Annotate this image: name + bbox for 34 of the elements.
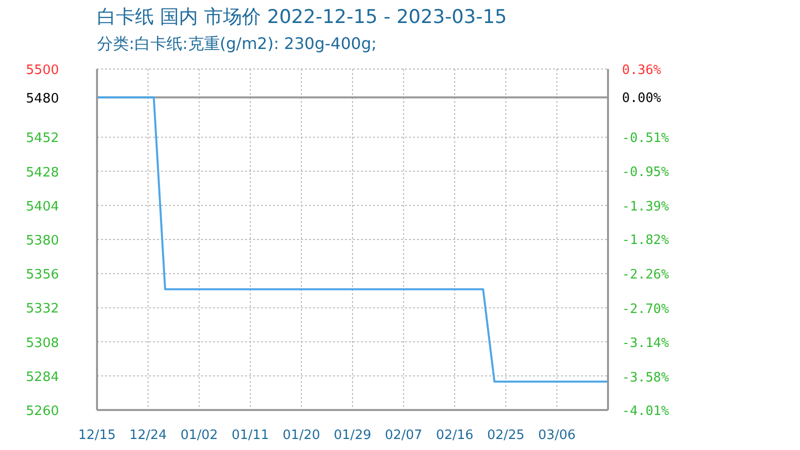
x-tick-label: 03/06 bbox=[538, 428, 576, 444]
y2-tick-label: -1.39% bbox=[622, 200, 670, 215]
x-tick-label: 02/07 bbox=[384, 428, 422, 444]
y-tick-label: 5260 bbox=[26, 404, 59, 419]
x-tick-label: 01/11 bbox=[232, 428, 270, 444]
y-tick-label: 5404 bbox=[26, 199, 59, 214]
y-tick-label: 5356 bbox=[26, 268, 59, 283]
y-tick-label: 5284 bbox=[26, 370, 59, 385]
y2-tick-label: -1.82% bbox=[622, 233, 670, 248]
chart-subtitle: 分类:白卡纸:克重(g/m2): 230g-400g; bbox=[97, 34, 377, 55]
y-tick-label: 5428 bbox=[26, 165, 59, 180]
y2-tick-label: -4.01% bbox=[622, 404, 670, 419]
y-tick-label: 5500 bbox=[26, 63, 59, 78]
x-tick-label: 12/15 bbox=[78, 428, 116, 444]
y-tick-label: 5452 bbox=[26, 131, 59, 146]
x-tick-label: 01/29 bbox=[334, 428, 372, 444]
x-tick-label: 12/24 bbox=[129, 428, 167, 444]
x-tick-label: 01/02 bbox=[180, 428, 218, 444]
y-tick-label: 5380 bbox=[26, 234, 59, 248]
x-tick-label: 02/16 bbox=[436, 428, 474, 444]
y2-tick-label: -3.14% bbox=[622, 336, 670, 352]
chart-title: 白卡纸 国内 市场价 2022-12-15 - 2023-03-15 bbox=[97, 5, 507, 30]
y-tick-label: 5308 bbox=[26, 336, 59, 351]
y2-tick-label: -0.51% bbox=[622, 130, 670, 146]
y2-tick-label: 0.36% bbox=[622, 63, 662, 78]
y-tick-label: 5332 bbox=[26, 302, 59, 317]
x-tick-label: 02/25 bbox=[487, 428, 525, 444]
y-tick-label: 5480 bbox=[26, 91, 59, 106]
x-tick-label: 01/20 bbox=[282, 428, 320, 444]
y2-tick-label: 0.00% bbox=[622, 91, 662, 106]
y2-tick-label: -2.26% bbox=[622, 267, 670, 282]
y2-tick-label: -2.70% bbox=[622, 302, 670, 317]
y2-tick-label: -0.95% bbox=[622, 165, 670, 180]
y2-tick-label: -3.58% bbox=[622, 370, 670, 386]
